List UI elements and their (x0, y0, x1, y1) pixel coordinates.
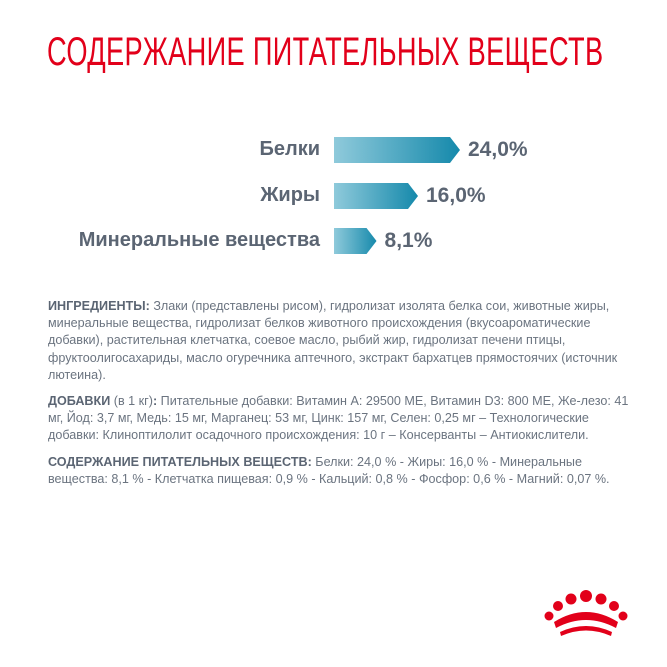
page-title: СОДЕРЖАНИЕ ПИТАТЕЛЬНЫХ ВЕЩЕСТВ (47, 30, 604, 74)
nutrients-heading: СОДЕРЖАНИЕ ПИТАТЕЛЬНЫХ ВЕЩЕСТВ: (48, 454, 312, 469)
category-label: Жиры (260, 184, 320, 206)
bar (334, 137, 460, 163)
bar (334, 183, 418, 209)
bar (334, 228, 377, 254)
nutrient-bar-chart: Белки 24,0% Жиры 16,0% Минеральные вещества 8… (0, 120, 667, 270)
composition-text: ИНГРЕДИЕНТЫ: Злаки (представлены рисом),… (48, 298, 638, 497)
category-label: Минеральные вещества (78, 229, 320, 251)
value-label: 8,1% (384, 229, 433, 252)
additives-text: Питательные добавки: Витамин A: 29500 МЕ… (48, 394, 629, 443)
ingredients-text: Злаки (представлены рисом), гидролизат и… (48, 299, 618, 382)
value-label: 16,0% (426, 184, 486, 207)
royal-canin-crown-icon (544, 590, 628, 636)
category-label: Белки (259, 138, 320, 160)
additives-colon: : (152, 394, 158, 409)
value-label: 24,0% (468, 138, 528, 161)
nutrients-text: Белки: 24,0 % - Жиры: 16,0 % - Минеральн… (48, 454, 610, 486)
additives-sub: (в 1 кг) (110, 394, 153, 409)
additives-paragraph: ДОБАВКИ (в 1 кг): Питательные добавки: В… (48, 393, 638, 445)
ingredients-paragraph: ИНГРЕДИЕНТЫ: Злаки (представлены рисом),… (48, 298, 638, 384)
ingredients-heading: ИНГРЕДИЕНТЫ: (48, 299, 150, 313)
nutrients-paragraph: СОДЕРЖАНИЕ ПИТАТЕЛЬНЫХ ВЕЩЕСТВ: Белки: 2… (48, 454, 638, 488)
additives-heading: ДОБАВКИ (48, 394, 111, 409)
